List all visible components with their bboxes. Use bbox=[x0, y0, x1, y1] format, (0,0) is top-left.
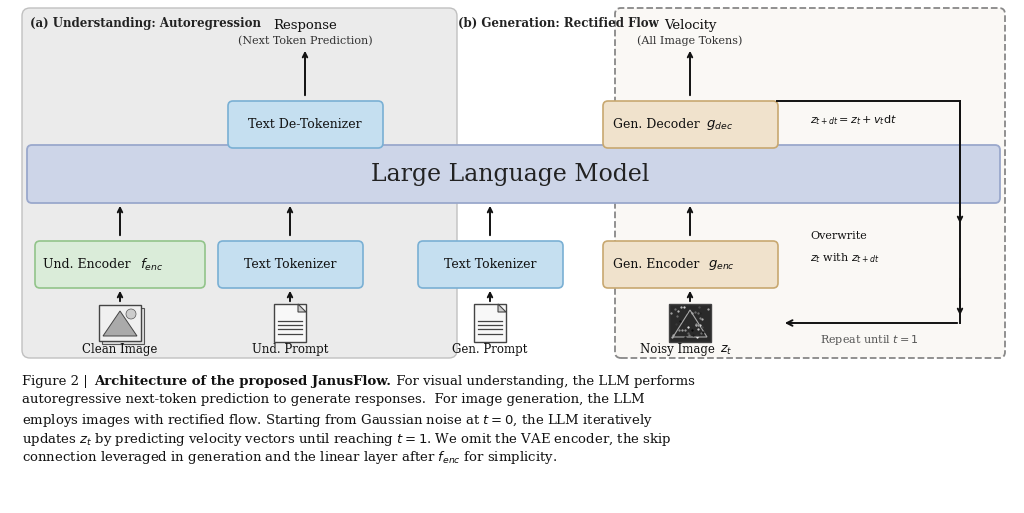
Bar bbox=[99, 305, 141, 341]
Text: (All Image Tokens): (All Image Tokens) bbox=[637, 36, 742, 46]
FancyBboxPatch shape bbox=[603, 241, 778, 288]
Text: Clean Image: Clean Image bbox=[82, 344, 158, 357]
Text: Text Tokenizer: Text Tokenizer bbox=[244, 258, 336, 271]
Bar bbox=[102, 308, 144, 344]
Text: $f_{enc}$: $f_{enc}$ bbox=[140, 256, 163, 272]
Text: $z_{t+dt} = z_t + v_t\mathrm{d}t$: $z_{t+dt} = z_t + v_t\mathrm{d}t$ bbox=[810, 113, 897, 127]
FancyBboxPatch shape bbox=[35, 241, 205, 288]
FancyBboxPatch shape bbox=[418, 241, 563, 288]
Text: autoregressive next-token prediction to generate responses.  For image generatio: autoregressive next-token prediction to … bbox=[22, 393, 645, 406]
Text: Noisy Image: Noisy Image bbox=[640, 344, 719, 357]
FancyBboxPatch shape bbox=[603, 101, 778, 148]
FancyBboxPatch shape bbox=[615, 8, 1005, 358]
Text: Response: Response bbox=[273, 18, 337, 31]
Text: employs images with rectified flow. Starting from Gaussian noise at $t = 0$, the: employs images with rectified flow. Star… bbox=[22, 412, 652, 429]
Text: Repeat until $t = 1$: Repeat until $t = 1$ bbox=[820, 333, 919, 347]
Text: updates $z_t$ by predicting velocity vectors until reaching $t = 1$. We omit the: updates $z_t$ by predicting velocity vec… bbox=[22, 430, 672, 447]
Text: Overwrite: Overwrite bbox=[810, 231, 866, 241]
Text: Velocity: Velocity bbox=[664, 18, 716, 31]
Bar bbox=[474, 304, 506, 342]
Text: Gen. Prompt: Gen. Prompt bbox=[453, 344, 527, 357]
Polygon shape bbox=[498, 304, 506, 312]
Text: Large Language Model: Large Language Model bbox=[371, 163, 649, 186]
Text: $g_{dec}$: $g_{dec}$ bbox=[706, 117, 733, 131]
Text: $z_t$: $z_t$ bbox=[720, 343, 732, 357]
Polygon shape bbox=[103, 311, 137, 336]
Bar bbox=[669, 304, 711, 342]
Text: (Next Token Prediction): (Next Token Prediction) bbox=[238, 36, 373, 46]
Text: (b) Generation: Rectified Flow: (b) Generation: Rectified Flow bbox=[458, 16, 658, 30]
Bar bbox=[274, 304, 306, 342]
Text: For visual understanding, the LLM performs: For visual understanding, the LLM perfor… bbox=[392, 375, 695, 388]
Text: Und. Prompt: Und. Prompt bbox=[252, 344, 328, 357]
FancyBboxPatch shape bbox=[27, 145, 1000, 203]
Text: $z_t$ with $z_{t+dt}$: $z_t$ with $z_{t+dt}$ bbox=[810, 251, 880, 265]
Text: Figure 2 |: Figure 2 | bbox=[22, 375, 92, 388]
Text: $g_{enc}$: $g_{enc}$ bbox=[708, 258, 735, 271]
Text: Und. Encoder: Und. Encoder bbox=[43, 258, 134, 271]
FancyBboxPatch shape bbox=[228, 101, 383, 148]
Text: connection leveraged in generation and the linear layer after $f_{enc}$ for simp: connection leveraged in generation and t… bbox=[22, 449, 557, 466]
FancyBboxPatch shape bbox=[218, 241, 362, 288]
Text: Text Tokenizer: Text Tokenizer bbox=[443, 258, 537, 271]
Text: Text De-Tokenizer: Text De-Tokenizer bbox=[248, 118, 361, 131]
Circle shape bbox=[126, 309, 136, 319]
Text: Architecture of the proposed JanusFlow.: Architecture of the proposed JanusFlow. bbox=[94, 375, 391, 388]
Text: Gen. Encoder: Gen. Encoder bbox=[613, 258, 703, 271]
Polygon shape bbox=[298, 304, 306, 312]
Text: Gen. Decoder: Gen. Decoder bbox=[613, 118, 703, 131]
FancyBboxPatch shape bbox=[22, 8, 457, 358]
Text: (a) Understanding: Autoregression: (a) Understanding: Autoregression bbox=[30, 16, 261, 30]
